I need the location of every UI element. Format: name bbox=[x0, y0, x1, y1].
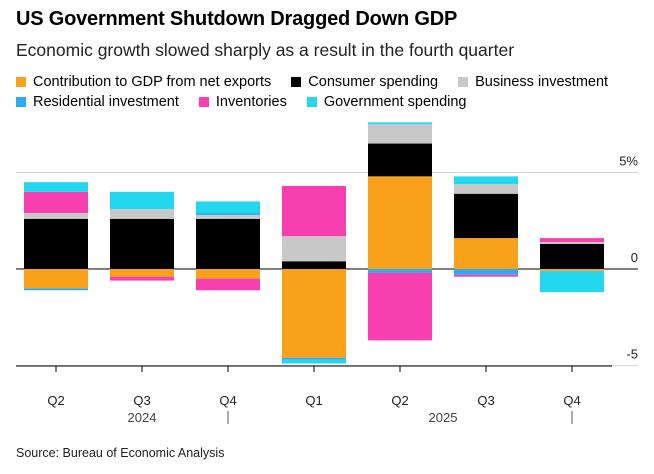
legend-swatch-residential-investment bbox=[16, 97, 26, 107]
x-tick-label: Q4 bbox=[563, 393, 580, 408]
bar-segment-residential-investment bbox=[282, 357, 346, 360]
x-tick-label: Q2 bbox=[47, 393, 64, 408]
bar-segment-consumer-spending bbox=[368, 143, 432, 177]
bar-segment-residential-investment bbox=[454, 269, 518, 275]
year-label: 2024 bbox=[128, 410, 157, 425]
legend-label: Consumer spending bbox=[308, 74, 439, 90]
bar-segment-government-spending bbox=[110, 191, 174, 210]
bar-segment-government-spending bbox=[196, 201, 260, 214]
bar-segment-inventories bbox=[196, 278, 260, 291]
chart-title: US Government Shutdown Dragged Down GDP bbox=[16, 8, 458, 30]
x-tick-label: Q3 bbox=[133, 393, 150, 408]
bar-segment-contribution-to-gdp-from-net-exports bbox=[196, 269, 260, 279]
bar-segment-contribution-to-gdp-from-net-exports bbox=[368, 176, 432, 269]
legend-label: Contribution to GDP from net exports bbox=[33, 74, 272, 90]
y-tick-label: 5% bbox=[619, 154, 638, 169]
bar-segment-residential-investment bbox=[196, 213, 260, 215]
x-tick-label: Q3 bbox=[477, 393, 494, 408]
legend-label: Inventories bbox=[215, 94, 287, 110]
y-tick-label: 0 bbox=[631, 250, 638, 265]
legend-label: Residential investment bbox=[33, 94, 179, 110]
chart-subtitle: Economic growth slowed sharply as a resu… bbox=[16, 40, 515, 60]
bar-segment-consumer-spending bbox=[110, 218, 174, 269]
bar-segment-inventories bbox=[454, 274, 518, 277]
bar-segment-contribution-to-gdp-from-net-exports bbox=[110, 269, 174, 277]
legend-label: Government spending bbox=[323, 94, 467, 110]
legend-item-consumer-spending: Consumer spending bbox=[291, 72, 438, 92]
bar-segment-contribution-to-gdp-from-net-exports bbox=[282, 269, 346, 358]
bar-segment-government-spending bbox=[24, 182, 88, 192]
bar-segment-consumer-spending bbox=[282, 261, 346, 269]
x-tick-label: Q2 bbox=[391, 393, 408, 408]
bar-segment-government-spending bbox=[282, 359, 346, 364]
bar-segment-contribution-to-gdp-from-net-exports bbox=[454, 238, 518, 269]
legend-swatch-consumer-spending bbox=[291, 77, 302, 87]
bar-segment-government-spending bbox=[540, 270, 604, 293]
legend-row: Residential investment Inventories Gover… bbox=[16, 92, 646, 112]
legend-swatch-government-spending bbox=[306, 97, 317, 107]
bar-segment-inventories bbox=[368, 272, 432, 341]
legend-swatch-net-exports bbox=[16, 77, 26, 87]
bar-segment-business-investment bbox=[24, 213, 88, 219]
bar-segment-consumer-spending bbox=[24, 218, 88, 269]
bar-segment-business-investment bbox=[540, 241, 604, 244]
bar-segment-inventories bbox=[24, 191, 88, 214]
year-label: 2025 bbox=[429, 410, 458, 425]
legend-row: Contribution to GDP from net exports Con… bbox=[16, 72, 646, 92]
bar-segment-residential-investment bbox=[368, 269, 432, 273]
legend-label: Business investment bbox=[475, 74, 609, 90]
bar-segment-business-investment bbox=[454, 184, 518, 194]
bar-segment-government-spending bbox=[454, 176, 518, 185]
bar-segment-consumer-spending bbox=[196, 218, 260, 269]
x-tick-label: Q4 bbox=[219, 393, 236, 408]
source-note: Source: Bureau of Economic Analysis bbox=[16, 446, 225, 460]
bar-segment-inventories bbox=[110, 276, 174, 281]
legend-swatch-inventories bbox=[198, 97, 209, 107]
bar-segment-contribution-to-gdp-from-net-exports bbox=[24, 269, 88, 289]
bar-segment-business-investment bbox=[282, 236, 346, 262]
legend-item-residential-investment: Residential investment bbox=[16, 92, 179, 112]
legend: Contribution to GDP from net exports Con… bbox=[16, 72, 646, 112]
bar-segment-contribution-to-gdp-from-net-exports bbox=[540, 269, 604, 271]
bar-segment-business-investment bbox=[110, 209, 174, 219]
bar-segment-residential-investment bbox=[24, 288, 88, 291]
bar-segment-inventories bbox=[540, 238, 604, 242]
y-tick-label: -5 bbox=[626, 347, 638, 362]
legend-item-net-exports: Contribution to GDP from net exports bbox=[16, 72, 271, 92]
legend-item-business-investment: Business investment bbox=[458, 72, 608, 92]
bar-segment-consumer-spending bbox=[540, 243, 604, 269]
x-tick-label: Q1 bbox=[305, 393, 322, 408]
bar-segment-inventories bbox=[282, 186, 346, 237]
legend-swatch-business-investment bbox=[458, 77, 469, 87]
bar-segment-government-spending bbox=[368, 122, 432, 125]
bar-segment-business-investment bbox=[368, 124, 432, 144]
bar-segment-business-investment bbox=[196, 214, 260, 219]
legend-item-inventories: Inventories bbox=[198, 92, 287, 112]
legend-item-government-spending: Government spending bbox=[306, 92, 467, 112]
bar-segment-consumer-spending bbox=[454, 193, 518, 239]
